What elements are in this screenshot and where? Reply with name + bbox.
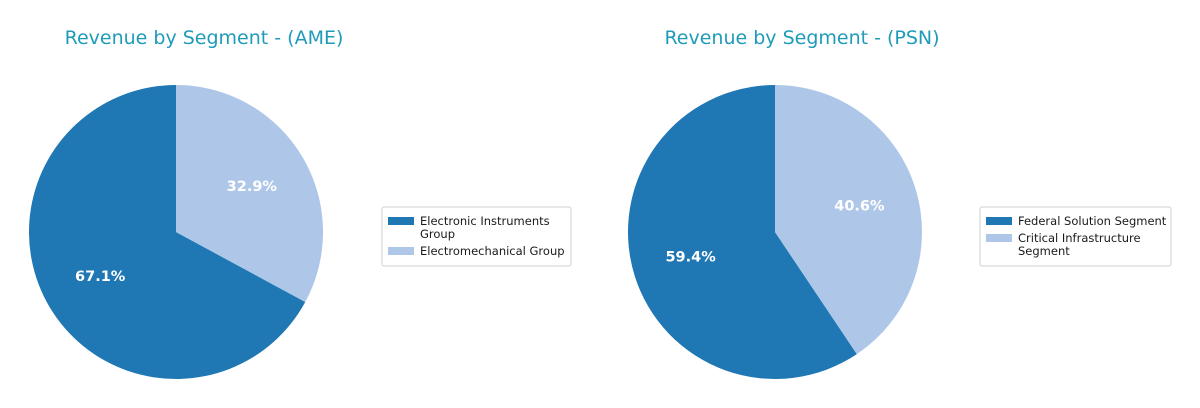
pie-slice-federal-solution-segment bbox=[628, 85, 857, 380]
legend-label: Group bbox=[420, 227, 455, 241]
pct-label-federal-solution-segment: 59.4% bbox=[665, 250, 716, 266]
pie-slice-electromechanical-group bbox=[176, 85, 324, 303]
legend-label: Segment bbox=[1018, 244, 1070, 258]
legend-swatch bbox=[388, 247, 414, 255]
pie-chart-psn: Revenue by Segment - (PSN) 59.4% 40.6% Fede… bbox=[628, 27, 1172, 380]
legend-frame bbox=[381, 206, 572, 267]
pct-label-electromechanical-group: 32.9% bbox=[227, 179, 278, 195]
legend: Federal Solution Segment Critical Infrast… bbox=[979, 206, 1172, 267]
chart-title: Revenue by Segment - (AME) bbox=[65, 27, 344, 49]
pie-slice-critical-infrastructure-segment bbox=[775, 85, 923, 355]
legend-label: Electronic Instruments bbox=[420, 214, 550, 228]
legend-swatch bbox=[388, 217, 414, 225]
legend-label: Electromechanical Group bbox=[420, 244, 565, 258]
pct-label-electronic-instruments-group: 67.1% bbox=[75, 269, 126, 285]
legend-label: Federal Solution Segment bbox=[1018, 214, 1167, 228]
pie-slice-electronic-instruments-group bbox=[29, 85, 306, 380]
legend-entry-electromechanical-group: Electromechanical Group bbox=[388, 244, 565, 258]
legend-entry-federal-solution-segment: Federal Solution Segment bbox=[986, 214, 1167, 228]
legend-swatch bbox=[986, 234, 1012, 242]
pct-label-critical-infrastructure-segment: 40.6% bbox=[834, 198, 885, 214]
legend-swatch bbox=[986, 217, 1012, 225]
legend-frame bbox=[979, 206, 1172, 267]
legend-label: Critical Infrastructure bbox=[1018, 231, 1141, 245]
pie-chart-ame: Revenue by Segment - (AME) 67.1% 32.9% Elec… bbox=[29, 27, 572, 380]
chart-title: Revenue by Segment - (PSN) bbox=[664, 27, 939, 49]
